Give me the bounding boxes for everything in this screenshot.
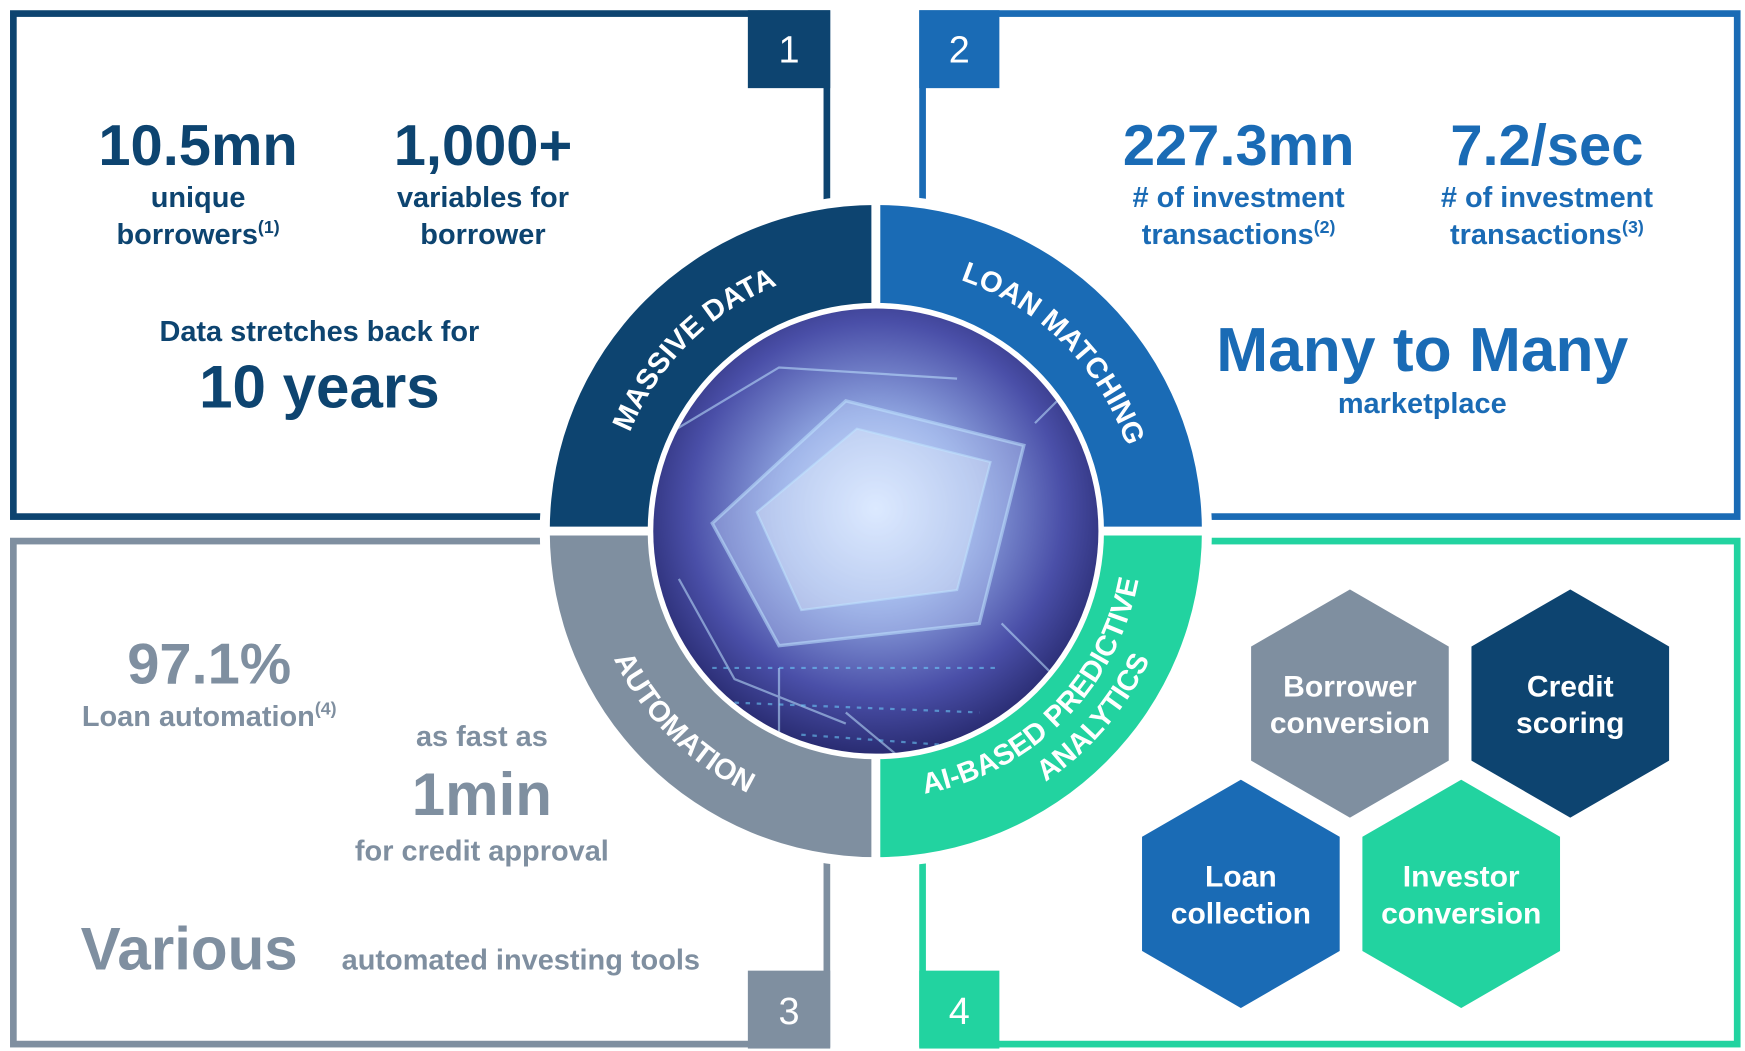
tail-text: for credit approval [355, 835, 609, 867]
number-box [919, 10, 1000, 89]
number-box [919, 970, 1000, 1049]
chip-core [755, 427, 992, 612]
hexagon-group: Borrower conversion Credit scoring Loancolle… [1135, 581, 1676, 1016]
hexagon-label: collection [1171, 897, 1311, 930]
quadrant-number: 1 [779, 30, 800, 72]
hexagon [1135, 772, 1347, 1016]
stat-value: 7.2/sec [1450, 114, 1643, 178]
stat-label: transactions [1142, 219, 1314, 251]
tail-text: marketplace [1338, 388, 1507, 420]
footer-tail: automated investing tools [342, 945, 700, 977]
stat-label: transactions(3) [1450, 217, 1644, 251]
center-image [653, 308, 1099, 754]
stat-label: transactions(2) [1142, 217, 1336, 251]
stat-value: 97.1% [127, 633, 291, 697]
stat-label: variables for [397, 182, 569, 214]
quadrant-number: 4 [949, 991, 970, 1033]
footer-highlight: Various [81, 916, 298, 983]
stat-value: 1,000+ [394, 114, 573, 178]
circuit-pins [701, 666, 1002, 747]
stat-value: 10.5mn [98, 114, 297, 178]
ring-segment [875, 204, 1202, 532]
stat-label: # of investment [1441, 182, 1654, 214]
stat-value: 227.3mn [1123, 114, 1355, 178]
hexagon [1464, 581, 1676, 826]
ring-segment [875, 531, 1202, 858]
hexagon-label: Borrower [1283, 670, 1417, 703]
hexagon-label: Investor [1403, 861, 1520, 894]
stat-label: # of investment [1133, 182, 1346, 214]
footnote: (4) [315, 699, 337, 719]
quadrant-number: 3 [779, 991, 800, 1033]
lead-text: Data stretches back for [159, 316, 479, 348]
stat-label: transactions [1450, 219, 1622, 251]
footnote: (1) [258, 217, 280, 237]
quadrant-number: 2 [949, 30, 970, 72]
hexagon-label: scoring [1516, 707, 1624, 740]
stat-label: borrowers(1) [116, 217, 279, 251]
stat-label: borrowers [116, 219, 257, 251]
hexagon-label: conversion [1381, 897, 1541, 930]
highlight: 10 years [199, 354, 440, 421]
number-box [747, 10, 831, 89]
hexagon-label: Loan [1205, 861, 1277, 894]
highlight: Many to Many [1216, 316, 1628, 385]
ring-segment [549, 531, 876, 858]
stat-label: borrower [420, 219, 545, 251]
number-box [747, 970, 831, 1049]
hexagon-label: conversion [1270, 707, 1430, 740]
chip-art [667, 366, 1092, 754]
footnote: (2) [1314, 217, 1336, 237]
stat-label: Loan automation(4) [82, 699, 337, 733]
footnote: (3) [1622, 217, 1644, 237]
hexagon [1244, 581, 1456, 826]
stat-label: unique [151, 182, 246, 214]
hexagon [1355, 772, 1567, 1016]
hexagon-label: Credit [1527, 670, 1614, 703]
lead-text: as fast as [416, 721, 548, 753]
ring-segment [549, 204, 876, 532]
stat-label: Loan automation [82, 701, 315, 733]
highlight: 1min [412, 761, 552, 828]
